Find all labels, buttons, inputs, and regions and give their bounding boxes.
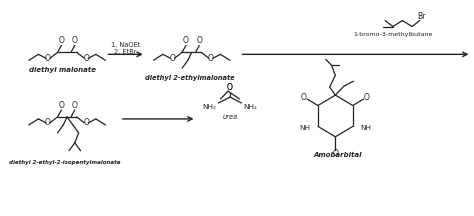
Text: O: O [58,36,64,45]
Text: 1-bromo-3-methylbutane: 1-bromo-3-methylbutane [353,32,433,37]
Text: diethyl malonate: diethyl malonate [29,67,96,73]
Text: O: O [196,36,202,45]
Text: O: O [208,54,214,63]
Text: Amobarbital: Amobarbital [313,152,362,158]
Text: O: O [45,54,51,63]
Text: O: O [227,83,233,92]
Text: O: O [58,100,64,110]
Text: O: O [72,100,78,110]
Text: O: O [83,54,89,63]
Text: O: O [72,36,78,45]
Text: NH: NH [360,125,372,131]
Text: O: O [83,118,89,127]
Text: diethyl 2-ethylmalonate: diethyl 2-ethylmalonate [145,75,235,81]
Text: O: O [332,149,338,158]
Text: O: O [170,54,175,63]
Text: NH₂: NH₂ [244,104,257,110]
Text: O: O [227,83,233,92]
Text: NH: NH [299,125,310,131]
Text: O: O [364,93,370,102]
Text: NH₂: NH₂ [203,104,217,110]
Text: 1. NaOEt: 1. NaOEt [111,42,140,48]
Text: diethyl 2-ethyl-2-isopentylmalonate: diethyl 2-ethyl-2-isopentylmalonate [9,160,121,165]
Text: O: O [183,36,189,45]
Text: 2. EtBr: 2. EtBr [114,49,137,55]
Text: Br: Br [418,12,426,21]
Text: O: O [301,93,307,102]
Text: urea: urea [222,114,237,120]
Text: O: O [45,118,51,127]
